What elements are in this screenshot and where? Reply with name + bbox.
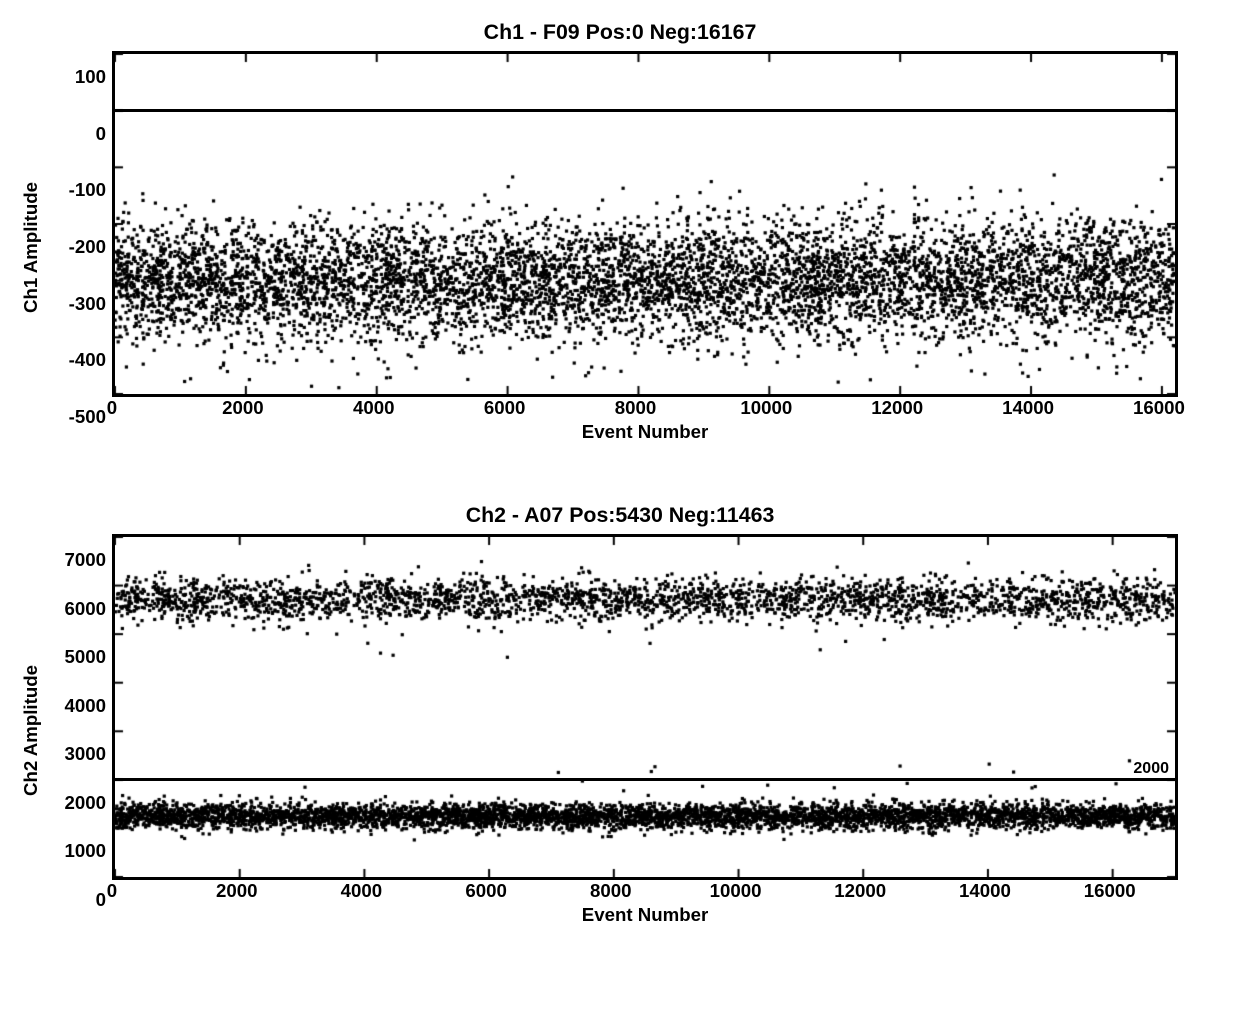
ch1-scatter-canvas [115,54,1175,394]
ch1-yticks: 1000-100-200-300-400-500 [46,77,112,417]
ch1-ylabel: Ch1 Amplitude [20,182,42,313]
ch2-yticks: 70006000500040003000200010000 [46,560,112,900]
ch2-ylabel: Ch2 Amplitude [20,665,42,796]
ch2-xticks: 0200040006000800010000120001400016000 [112,880,1172,902]
ch1-title: Ch1 - F09 Pos:0 Neg:16167 [20,20,1220,45]
ch2-threshold-label: 2000 [1133,760,1169,778]
ch2-title: Ch2 - A07 Pos:5430 Neg:11463 [20,503,1220,528]
ch1-chart: Ch1 - F09 Pos:0 Neg:16167 Ch1 Amplitude10… [20,20,1220,443]
ch2-chart: Ch2 - A07 Pos:5430 Neg:11463 Ch2 Amplitud… [20,503,1220,926]
ch1-plot-area [112,51,1178,397]
ch2-xlabel: Event Number [112,904,1178,926]
ch2-scatter-canvas [115,537,1175,877]
ch1-threshold-line [115,109,1175,112]
ch2-plot-area: 2000 [112,534,1178,880]
ch1-xticks: 0200040006000800010000120001400016000 [112,397,1172,419]
ch1-xlabel: Event Number [112,421,1178,443]
ch2-threshold-line [115,778,1175,781]
